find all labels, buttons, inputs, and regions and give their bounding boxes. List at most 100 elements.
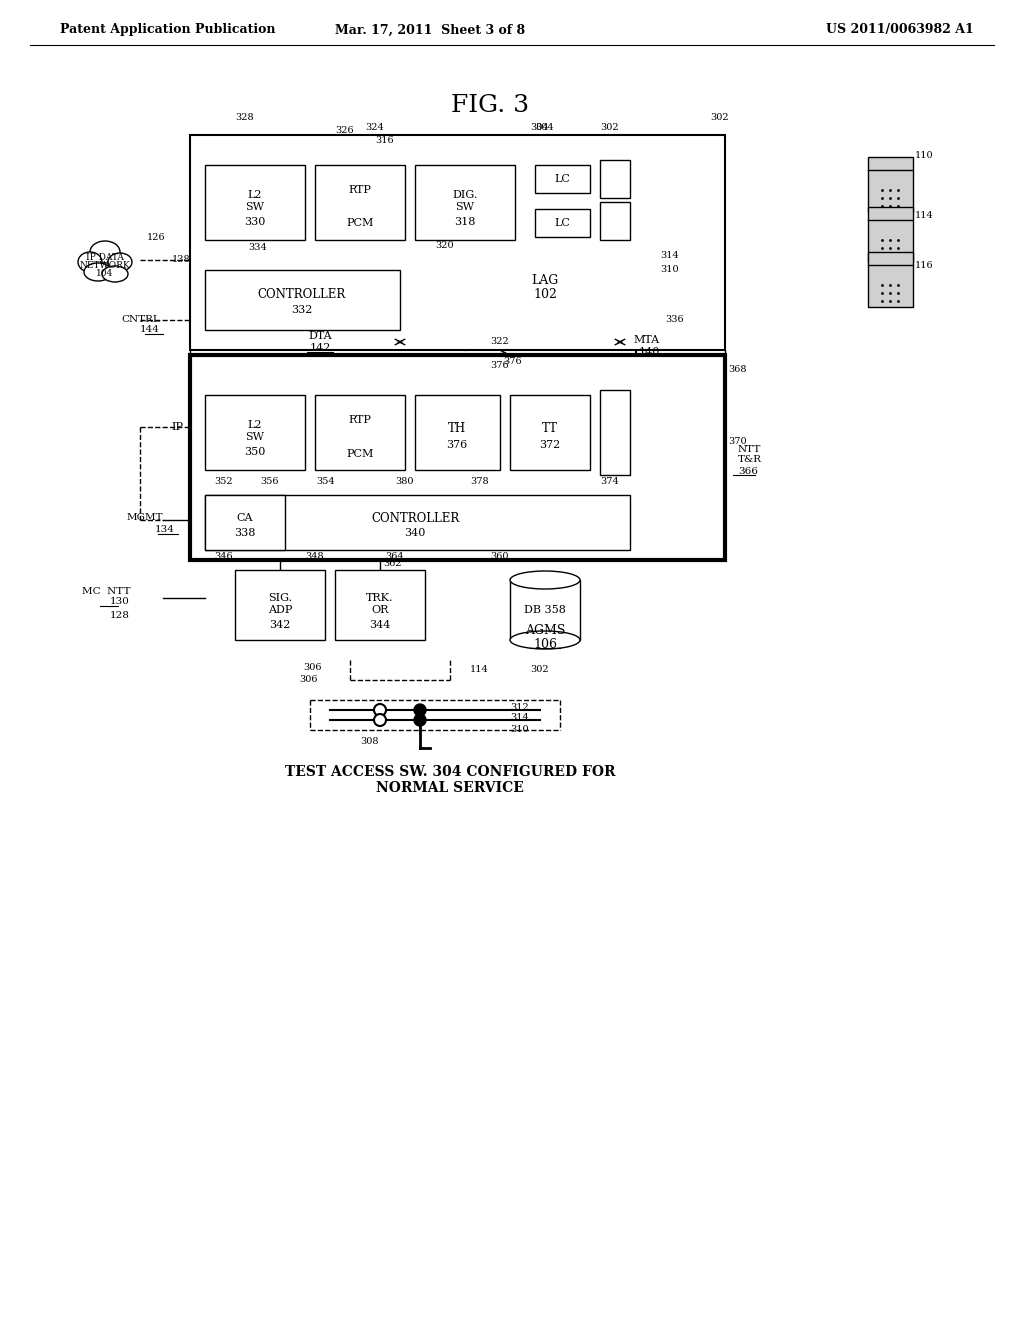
Ellipse shape — [510, 572, 580, 589]
Text: LAG: LAG — [531, 273, 559, 286]
Text: 302: 302 — [530, 665, 549, 675]
Text: PCM: PCM — [346, 449, 374, 459]
Text: 368: 368 — [728, 366, 746, 375]
Text: CONTROLLER: CONTROLLER — [258, 289, 346, 301]
Ellipse shape — [108, 253, 132, 271]
Text: 126: 126 — [147, 234, 166, 243]
Text: LC: LC — [554, 218, 570, 228]
Ellipse shape — [78, 252, 102, 272]
Bar — [868, 252, 913, 308]
Ellipse shape — [90, 242, 120, 263]
Bar — [535, 209, 590, 238]
Text: 304: 304 — [530, 123, 549, 132]
Text: LC: LC — [554, 174, 570, 183]
Text: 314: 314 — [510, 714, 528, 722]
Text: TH: TH — [447, 421, 466, 434]
Text: OR: OR — [372, 605, 389, 615]
Text: 360: 360 — [490, 552, 509, 561]
Text: NETWORK: NETWORK — [80, 260, 130, 269]
Text: T&R: T&R — [738, 455, 762, 465]
Text: 308: 308 — [360, 738, 379, 747]
Text: ADP: ADP — [268, 605, 292, 615]
Circle shape — [414, 704, 426, 715]
Text: DIG.: DIG. — [453, 190, 477, 201]
Ellipse shape — [84, 263, 112, 281]
Text: 302: 302 — [710, 114, 729, 121]
Text: CONTROLLER: CONTROLLER — [371, 511, 459, 524]
Text: MC  NTT: MC NTT — [82, 587, 130, 597]
Text: 376: 376 — [503, 356, 521, 366]
Text: 140: 140 — [639, 347, 660, 356]
Bar — [600, 389, 630, 475]
Text: IP: IP — [171, 422, 183, 432]
Text: DB 358: DB 358 — [524, 605, 566, 615]
Text: AGMS: AGMS — [525, 623, 565, 636]
Text: 328: 328 — [236, 114, 254, 121]
Text: SIG.: SIG. — [268, 593, 292, 603]
Text: 320: 320 — [435, 242, 455, 249]
Text: 318: 318 — [455, 216, 476, 227]
Text: 376: 376 — [490, 360, 509, 370]
Text: 326: 326 — [336, 125, 354, 135]
Bar — [205, 165, 305, 240]
Bar — [205, 495, 285, 550]
Bar — [205, 271, 400, 330]
Text: 314: 314 — [660, 251, 679, 260]
Bar — [600, 202, 630, 240]
Text: 370: 370 — [728, 437, 746, 446]
Text: 332: 332 — [291, 305, 312, 315]
Text: 352: 352 — [214, 477, 232, 486]
Bar — [600, 160, 630, 198]
Circle shape — [374, 714, 386, 726]
Text: 346: 346 — [214, 552, 232, 561]
Text: NTT: NTT — [738, 446, 762, 454]
Bar — [510, 395, 590, 470]
Text: 138: 138 — [172, 256, 190, 264]
Text: IP DATA: IP DATA — [86, 252, 124, 261]
Text: 312: 312 — [510, 702, 528, 711]
Bar — [535, 165, 590, 193]
Text: SW: SW — [456, 202, 474, 213]
Text: 306: 306 — [299, 676, 318, 685]
Text: 114: 114 — [470, 665, 488, 675]
Text: 106: 106 — [534, 638, 557, 651]
Bar — [415, 395, 500, 470]
Ellipse shape — [510, 631, 580, 649]
Text: 362: 362 — [384, 560, 402, 569]
Text: 322: 322 — [490, 338, 509, 346]
Bar — [315, 165, 406, 240]
Text: MTA: MTA — [634, 335, 660, 345]
Text: TEST ACCESS SW. 304 CONFIGURED FOR
NORMAL SERVICE: TEST ACCESS SW. 304 CONFIGURED FOR NORMA… — [285, 766, 615, 795]
Ellipse shape — [102, 267, 128, 282]
Text: L2: L2 — [248, 420, 262, 430]
Bar — [335, 570, 425, 640]
Bar — [205, 395, 305, 470]
Bar — [234, 570, 325, 640]
Text: 134: 134 — [155, 525, 175, 535]
Text: CNTRL: CNTRL — [121, 315, 160, 325]
Bar — [190, 135, 725, 350]
Circle shape — [374, 704, 386, 715]
Text: 372: 372 — [540, 440, 560, 450]
Text: 366: 366 — [738, 466, 758, 475]
Text: 104: 104 — [96, 268, 114, 277]
Bar — [510, 579, 580, 640]
Text: RTP: RTP — [348, 185, 372, 195]
Text: 116: 116 — [915, 260, 934, 269]
Text: SW: SW — [246, 202, 264, 213]
Text: 130: 130 — [111, 598, 130, 606]
Text: 330: 330 — [245, 216, 265, 227]
Text: RTP: RTP — [348, 414, 372, 425]
Text: 102: 102 — [534, 289, 557, 301]
Text: 128: 128 — [111, 610, 130, 619]
Text: SW: SW — [246, 432, 264, 442]
Bar — [205, 495, 630, 550]
Text: 354: 354 — [316, 477, 335, 486]
Text: 310: 310 — [510, 726, 528, 734]
Bar — [190, 355, 725, 560]
Text: 380: 380 — [395, 477, 414, 486]
Text: 348: 348 — [305, 552, 324, 561]
Bar — [415, 165, 515, 240]
Text: 378: 378 — [470, 477, 488, 486]
Text: CA: CA — [237, 513, 253, 523]
